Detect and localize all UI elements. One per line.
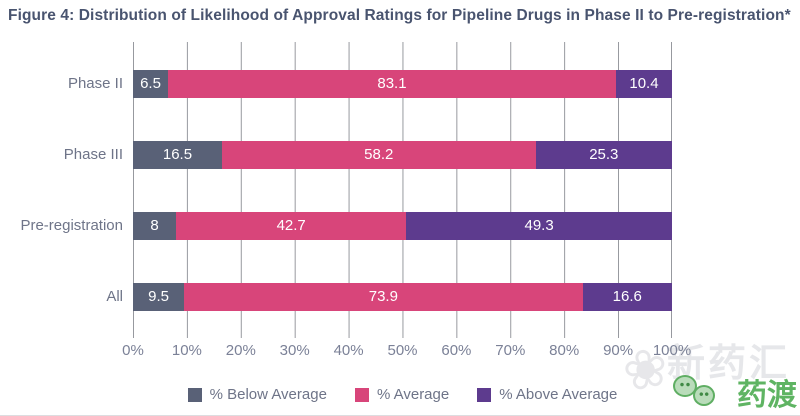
mascot-circle-icon [693, 385, 715, 406]
category-label: Pre-registration [20, 217, 123, 234]
legend-swatch [477, 387, 492, 402]
logo-text: 药渡 [737, 379, 797, 412]
category-label: Phase II [67, 75, 123, 92]
legend-swatch [354, 387, 369, 402]
bar-segment-above-average: 16.6 [582, 282, 672, 311]
bar-segment-below-average: 8 [133, 211, 177, 240]
bar-segment-average: 58.2 [221, 140, 536, 169]
x-axis-tick-label: 40% [333, 342, 364, 359]
bar-row: Phase III 16.5 58.2 25.3 [64, 119, 672, 190]
x-axis-tick-label: 80% [549, 342, 580, 359]
bar-segment-average: 83.1 [168, 69, 616, 98]
bar-segment-average: 73.9 [184, 282, 583, 311]
figure-title: Figure 4: Distribution of Likelihood of … [8, 7, 791, 24]
bar-track: 16.5 58.2 25.3 [133, 140, 672, 169]
chart-legend: % Below Average % Average % Above Average [133, 386, 672, 403]
x-axis: 0% 10% 20% 30% 40% 50% 60% 70% 80% 90% 100% [122, 338, 691, 362]
category-label: All [106, 288, 123, 305]
mascot-circle-icon [673, 375, 697, 397]
x-axis-tick-label: 10% [171, 342, 202, 359]
bar-track: 9.5 73.9 16.6 [133, 282, 672, 311]
legend-swatch [187, 387, 202, 402]
x-axis-tick-label: 60% [441, 342, 472, 359]
x-axis-tick-label: 100% [652, 342, 692, 359]
legend-label: % Average [376, 386, 450, 403]
chart-rows: Phase II 6.5 83.1 10.4 Phase III 16.5 58.2 25.3… [20, 42, 672, 338]
legend-item: % Below Average [187, 386, 327, 403]
legend-item: % Above Average [477, 386, 617, 403]
bar-segment-below-average: 16.5 [133, 140, 222, 169]
bar-segment-above-average: 10.4 [615, 69, 672, 98]
bar-row: Pre-registration 8 42.7 49.3 [20, 190, 672, 261]
bar-row: Phase II 6.5 83.1 10.4 [68, 48, 672, 119]
x-axis-tick-label: 0% [122, 342, 144, 359]
legend-label: % Above Average [499, 386, 618, 403]
x-axis-tick-label: 70% [495, 342, 526, 359]
bar-segment-below-average: 6.5 [133, 69, 169, 98]
bar-segment-average: 42.7 [176, 211, 407, 240]
x-axis-tick-label: 20% [225, 342, 256, 359]
bar-row: All 9.5 73.9 16.6 [106, 261, 672, 332]
bar-segment-above-average: 25.3 [535, 140, 672, 169]
bar-track: 6.5 83.1 10.4 [133, 69, 672, 98]
bar-segment-below-average: 9.5 [133, 282, 185, 311]
x-axis-tick-label: 90% [603, 342, 634, 359]
x-axis-tick-label: 30% [279, 342, 310, 359]
bar-chart-plot-area: Phase II 6.5 83.1 10.4 Phase III 16.5 58.2 25.3… [20, 42, 672, 338]
x-axis-tick-label: 50% [387, 342, 418, 359]
legend-item: % Average [354, 386, 450, 403]
bar-segment-above-average: 49.3 [406, 211, 672, 240]
mascot-logo-icon [673, 375, 721, 409]
category-label: Phase III [63, 146, 123, 163]
legend-label: % Below Average [209, 386, 327, 403]
bar-track: 8 42.7 49.3 [133, 211, 672, 240]
